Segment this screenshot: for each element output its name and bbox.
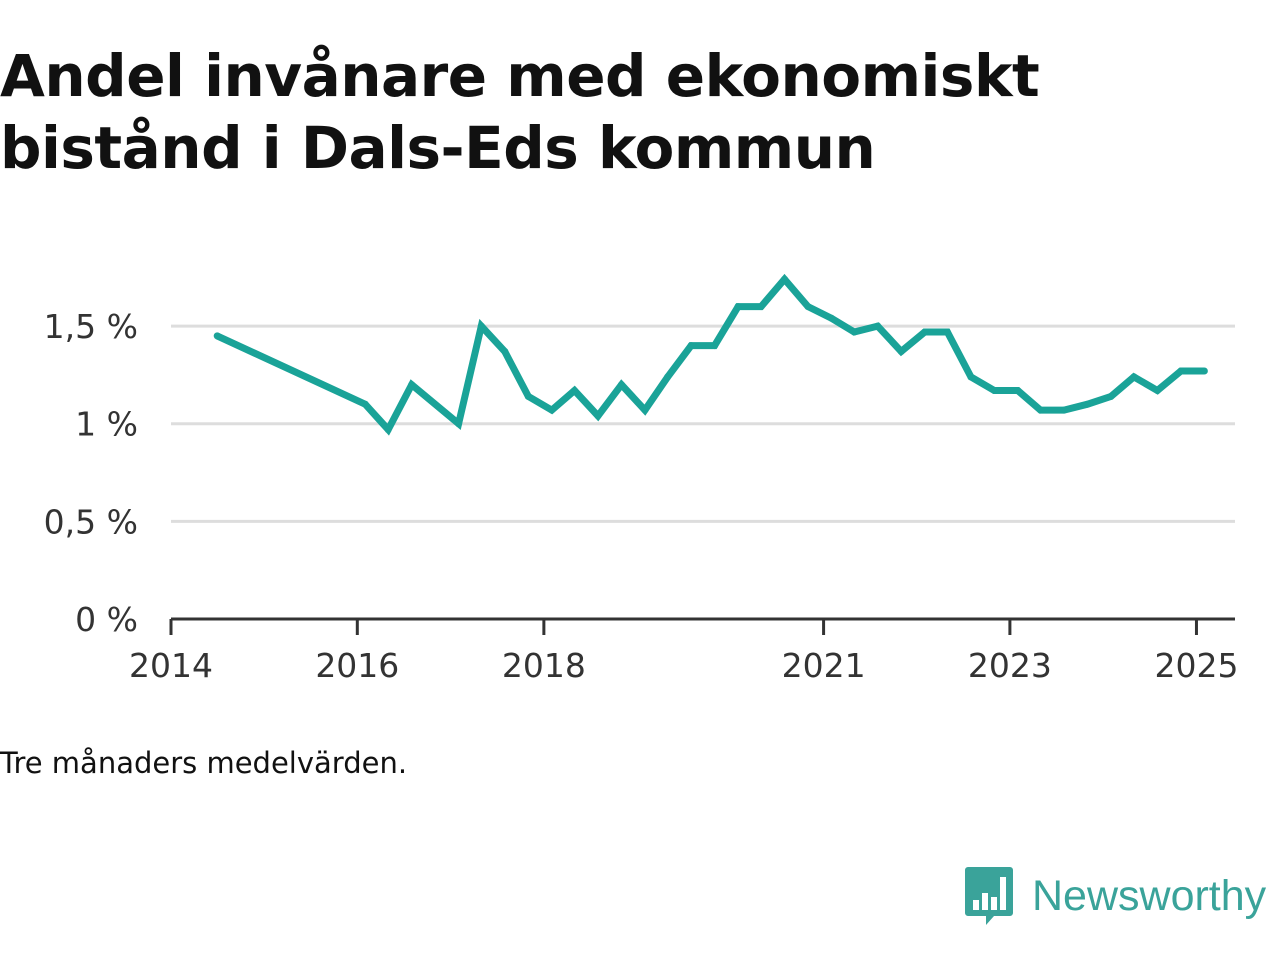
data-point xyxy=(524,392,532,400)
chart-caption: Tre månaders medelvärden. xyxy=(0,746,408,780)
data-point xyxy=(967,373,975,381)
line-chart: 0 % 0,5 % 1 % 1,5 % 2014 2016 2018 2021 2023 2025 xyxy=(44,273,1239,685)
data-point xyxy=(897,347,905,355)
data-point xyxy=(641,406,649,414)
data-point xyxy=(617,381,625,389)
data-point xyxy=(361,400,369,408)
chart-title: Andel invånare med ekonomiskt bistånd i … xyxy=(0,42,1040,182)
data-point xyxy=(594,412,602,420)
data-point xyxy=(384,426,392,434)
data-point xyxy=(570,387,578,395)
data-point xyxy=(1177,367,1185,375)
data-point xyxy=(408,381,416,389)
logo-text: Newsworthy xyxy=(1032,871,1267,920)
x-tick-label: 2021 xyxy=(782,646,866,685)
data-point xyxy=(850,328,858,336)
bar-chart-speech-bubble-icon xyxy=(965,867,1013,925)
x-tick-label: 2018 xyxy=(502,646,586,685)
data-point xyxy=(804,303,812,311)
x-tick-label: 2025 xyxy=(1154,646,1238,685)
x-tick-label: 2014 xyxy=(129,646,213,685)
series-layer xyxy=(213,273,1208,436)
newsworthy-logo: Newsworthy xyxy=(964,864,1266,928)
data-point xyxy=(828,314,836,322)
data-point xyxy=(990,387,998,395)
data-point xyxy=(1037,406,1045,414)
data-point xyxy=(664,373,672,381)
data-point xyxy=(781,275,789,283)
data-point xyxy=(1153,387,1161,395)
axes: 0 % 0,5 % 1 % 1,5 % 2014 2016 2018 2021 2023 2025 xyxy=(44,307,1239,685)
data-point xyxy=(943,328,951,336)
data-point xyxy=(1083,400,1091,408)
data-point xyxy=(501,347,509,355)
x-tick-label: 2023 xyxy=(968,646,1052,685)
data-point xyxy=(1014,387,1022,395)
data-point xyxy=(711,342,719,350)
x-tick-label: 2016 xyxy=(315,646,399,685)
gridlines xyxy=(171,324,1235,523)
data-point xyxy=(757,303,765,311)
data-point xyxy=(734,303,742,311)
data-point xyxy=(477,322,485,330)
data-point xyxy=(1130,373,1138,381)
data-point xyxy=(1060,406,1068,414)
y-tick-label: 0,5 % xyxy=(44,502,138,541)
data-point xyxy=(687,342,695,350)
data-point xyxy=(455,420,463,428)
data-point xyxy=(213,332,221,340)
y-tick-label: 1,5 % xyxy=(44,307,138,346)
y-tick-label: 1 % xyxy=(75,405,138,444)
data-point xyxy=(921,328,929,336)
data-point xyxy=(1200,367,1208,375)
data-point xyxy=(548,406,556,414)
data-point xyxy=(874,322,882,330)
data-point xyxy=(1107,392,1115,400)
y-tick-label: 0 % xyxy=(75,600,138,639)
